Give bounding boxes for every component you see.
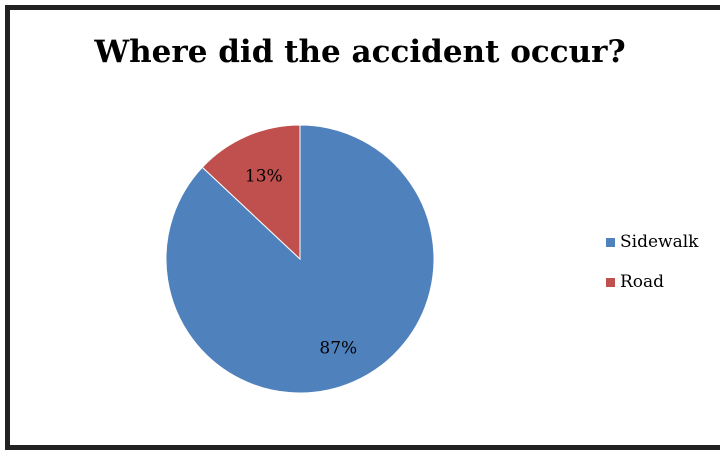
legend-label-road: Road: [620, 272, 665, 292]
pie-slices: [165, 124, 435, 394]
legend-label-sidewalk: Sidewalk: [620, 232, 699, 252]
pie-data-labels: 87% 13%: [245, 166, 357, 358]
legend-item-road: Road: [606, 272, 698, 292]
pie-slice-road: [201, 124, 301, 261]
legend-swatch-road: [606, 277, 615, 287]
legend-swatch-sidewalk: [606, 237, 615, 247]
data-label-sidewalk: 87%: [319, 339, 357, 359]
pie-chart: 87% 13%: [165, 124, 435, 394]
legend-item-sidewalk: Sidewalk: [606, 232, 698, 252]
chart-title: Where did the accident occur?: [94, 34, 626, 70]
data-label-road: 13%: [245, 166, 283, 186]
chart-legend: Sidewalk Road: [606, 232, 698, 312]
